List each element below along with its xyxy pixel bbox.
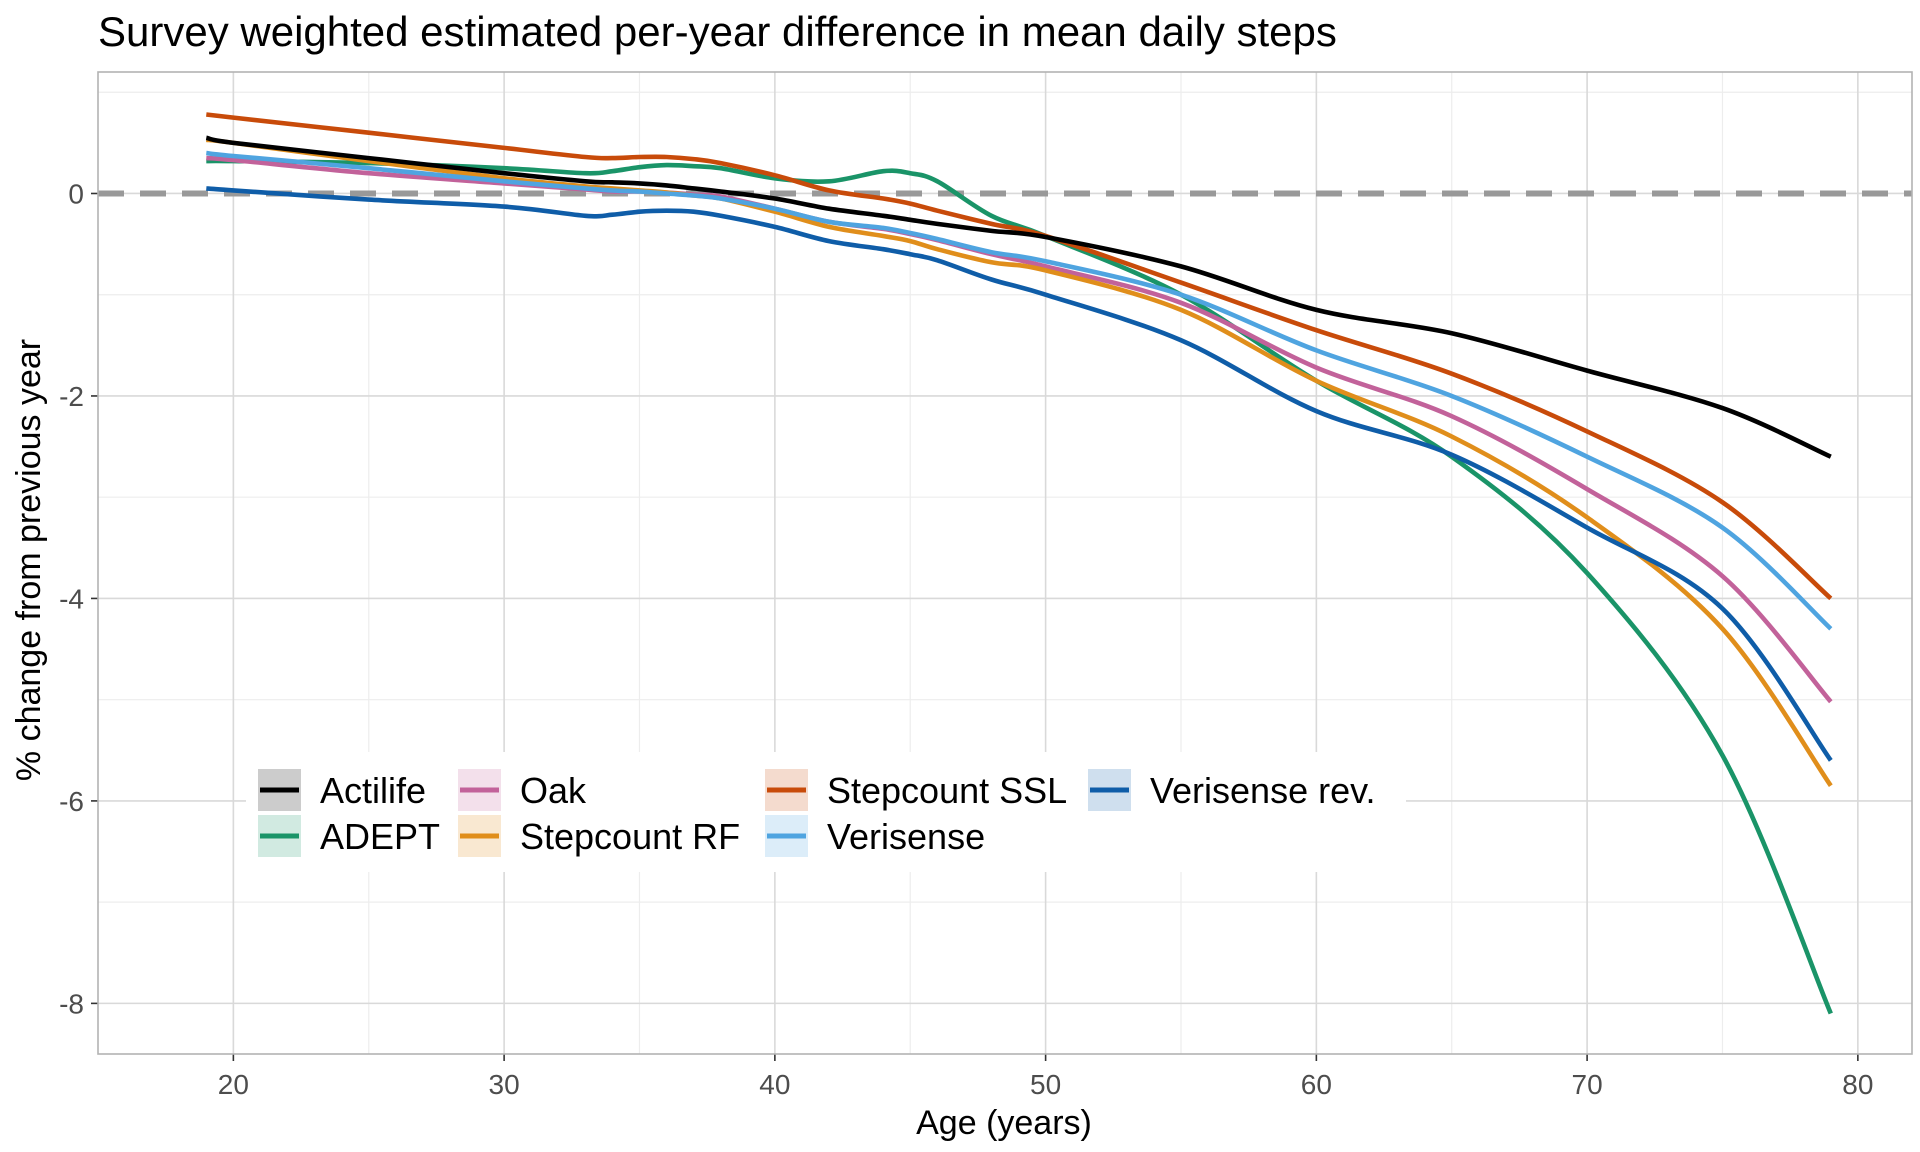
legend-item-stepcount-rf: Stepcount RF: [458, 815, 740, 857]
series-line-stepcount-ssl: [206, 112, 1833, 601]
panel-border: [97, 71, 1913, 1055]
y-tick-label: -2: [59, 381, 84, 412]
axis-layer: 20 30 40 50 60 70 80 0 -2 -4 -6 -8: [59, 71, 1913, 1100]
legend-label: Verisense: [827, 816, 985, 857]
y-tick-label: 0: [68, 178, 84, 209]
legend-label: Stepcount RF: [520, 816, 740, 857]
legend-label: Oak: [520, 770, 587, 811]
legend-item-adept: ADEPT: [258, 815, 440, 857]
legend-label: ADEPT: [320, 816, 440, 857]
legend-item-actilife: Actilife: [258, 769, 426, 811]
x-tick-label: 70: [1572, 1069, 1603, 1100]
x-axis-title: Age (years): [916, 1104, 1092, 1142]
legend-label: Verisense rev.: [1150, 770, 1375, 811]
x-tick-label: 40: [759, 1069, 790, 1100]
series-layer: [205, 112, 1833, 1015]
legend-item-verisense-rev: Verisense rev.: [1088, 769, 1375, 811]
legend-item-stepcount-ssl: Stepcount SSL: [765, 769, 1067, 811]
x-tick-label: 30: [489, 1069, 520, 1100]
legend: Actilife ADEPT Oak Stepcount RF Stepcount SS…: [246, 752, 1406, 872]
series-line-adept: [206, 158, 1833, 1015]
chart-title: Survey weighted estimated per-year diffe…: [98, 8, 1337, 55]
series-line-verisense: [206, 150, 1833, 631]
legend-item-verisense: Verisense: [765, 815, 985, 857]
series-line-verisense-rev: [206, 186, 1833, 762]
legend-background: [246, 752, 1406, 872]
legend-label: Stepcount SSL: [827, 770, 1067, 811]
x-tick-label: 60: [1301, 1069, 1332, 1100]
y-tick-label: -6: [59, 786, 84, 817]
series-line-actilife: [205, 135, 1832, 459]
y-axis-title: % change from previous year: [10, 339, 48, 781]
grid-layer: [98, 72, 1912, 1054]
y-tick-label: -8: [59, 988, 84, 1019]
y-tick-label: -4: [59, 583, 84, 614]
legend-item-oak: Oak: [458, 769, 587, 811]
x-tick-label: 50: [1030, 1069, 1061, 1100]
x-tick-label: 20: [218, 1069, 249, 1100]
legend-label: Actilife: [320, 770, 426, 811]
x-tick-label: 80: [1842, 1069, 1873, 1100]
